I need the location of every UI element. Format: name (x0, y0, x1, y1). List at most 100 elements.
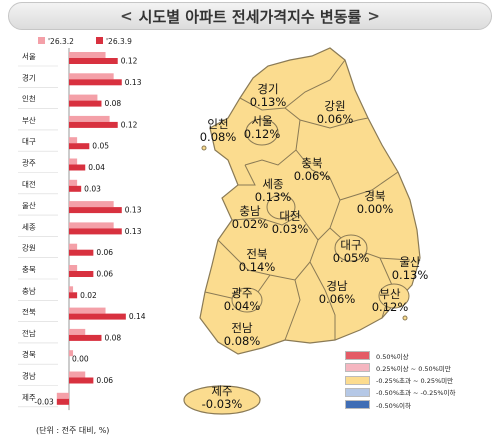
category-label: 울산 (22, 200, 36, 210)
bar (69, 115, 110, 122)
bar (56, 392, 69, 399)
category-label: 부산 (22, 115, 36, 125)
legend-label: '26.3.2 (48, 37, 74, 46)
island-shape (402, 315, 408, 321)
region-name: 경기 (257, 82, 278, 96)
bar (69, 121, 118, 128)
chevron-left-icon: < (120, 7, 133, 25)
bar (69, 307, 106, 314)
data-label: 0.02 (80, 291, 97, 300)
data-label: 0.12 (121, 57, 138, 66)
region-value: 0.06% (317, 112, 354, 126)
legend-label: -0.25%초과 ~ 0.25%미만 (376, 377, 454, 386)
legend-item: -0.50%이하 (345, 399, 456, 410)
bar (69, 265, 78, 271)
data-label: 0.12 (121, 120, 138, 129)
data-label: 0.06 (96, 248, 113, 257)
category-label: 전북 (22, 307, 36, 317)
busan-boundary (378, 283, 410, 309)
bar (69, 52, 106, 58)
map-legend: 0.50%이상 0.25%이상 ~ 0.50%미만 -0.25%초과 ~ 0.2… (345, 350, 456, 411)
category-label: 서울 (22, 52, 36, 61)
category-label: 제주 (22, 393, 36, 402)
region-value: 0.00% (357, 202, 394, 216)
legend-label: '26.3.9 (106, 37, 132, 46)
data-label: 0.06 (96, 270, 113, 279)
island-shape (201, 145, 207, 151)
legend-label: 0.25%이상 ~ 0.50%미만 (376, 364, 451, 373)
region-value: 0.12% (244, 127, 281, 141)
bar (69, 292, 78, 299)
data-label: 0.14 (129, 312, 146, 321)
daejeon-boundary (266, 194, 296, 220)
category-label: 경북 (22, 349, 36, 359)
bar (69, 100, 102, 107)
data-label: 0.05 (92, 142, 109, 151)
region-name: 충남 (239, 204, 261, 218)
korea-map: 경기0.13%인천0.08%서울0.12%강원0.06%충북0.06%세종0.1… (183, 47, 428, 415)
legend-label: -0.50%이하 (376, 401, 411, 410)
chart-title-bar: < 시도별 아파트 전세가격지수 변동률 > (8, 2, 492, 30)
legend-swatch (345, 387, 370, 397)
region-value: 0.12% (372, 300, 409, 314)
chart-title: 시도별 아파트 전세가격지수 변동률 (138, 7, 362, 26)
category-label: 세종 (22, 222, 36, 231)
region-value: 0.06% (294, 169, 331, 183)
bar (69, 137, 78, 144)
seoul-boundary (245, 118, 279, 146)
bar (69, 334, 102, 341)
region-name: 대구 (340, 238, 361, 252)
region-name: 충북 (301, 156, 322, 170)
bar (56, 398, 69, 405)
bar (69, 350, 74, 357)
region-name: 서울 (251, 114, 272, 128)
bar (69, 179, 78, 186)
category-label: 충북 (22, 265, 36, 274)
legend-swatch (345, 351, 370, 360)
region-name: 강원 (324, 99, 345, 113)
bar (69, 377, 94, 384)
legend-item: -0.25%초과 ~ 0.25%미만 (345, 375, 456, 386)
region-value: 0.04% (224, 299, 261, 313)
gwangju-boundary (231, 287, 263, 313)
legend-label: -0.50%초과 ~ -0.25%이하 (376, 389, 456, 398)
bar (69, 328, 86, 335)
region-value: 0.06% (319, 292, 356, 306)
data-label: 0.13 (125, 78, 142, 87)
bar-chart: '26.3.2 '26.3.9 서울 0.12 경기 0.13 인천 0.08 부산 0.12 대구… (18, 37, 146, 411)
bar (69, 313, 126, 320)
legend-swatch (96, 37, 103, 44)
data-label: 0.03 (84, 184, 101, 193)
jeju-shape (183, 385, 261, 415)
data-label: 0.04 (88, 163, 105, 172)
bar (69, 79, 122, 86)
category-label: 경기 (22, 72, 36, 82)
region-name: 전남 (231, 321, 253, 335)
legend-swatch (345, 400, 370, 410)
data-label: 0.08 (104, 99, 121, 108)
category-label: 광주 (22, 158, 36, 168)
legend-item: 0.25%이상 ~ 0.50%미만 (345, 362, 456, 373)
legend-item: -0.50%초과 ~ -0.25%이하 (345, 387, 456, 398)
bar (69, 286, 74, 293)
region-value: 0.14% (239, 260, 276, 274)
data-label: -0.03 (34, 397, 54, 406)
category-label: 전남 (22, 328, 36, 338)
region-name: 제주 (211, 384, 232, 398)
bar (69, 271, 94, 277)
chevron-right-icon: > (367, 7, 380, 25)
unit-note: (단위 : 전주 대비, %) (36, 426, 110, 435)
legend-item: 0.50%이상 (345, 350, 456, 361)
legend-swatch (38, 37, 45, 44)
legend-swatch (345, 375, 370, 385)
region-value: 0.03% (272, 222, 309, 236)
region-name: 전북 (246, 247, 267, 261)
daegu-boundary (334, 234, 368, 262)
data-label: 0.13 (125, 206, 142, 215)
bar (69, 243, 78, 250)
bar (69, 73, 114, 80)
bar (69, 207, 122, 214)
region-name: 인천 (207, 117, 228, 131)
bar (69, 371, 86, 378)
region-name: 광주 (231, 286, 252, 300)
